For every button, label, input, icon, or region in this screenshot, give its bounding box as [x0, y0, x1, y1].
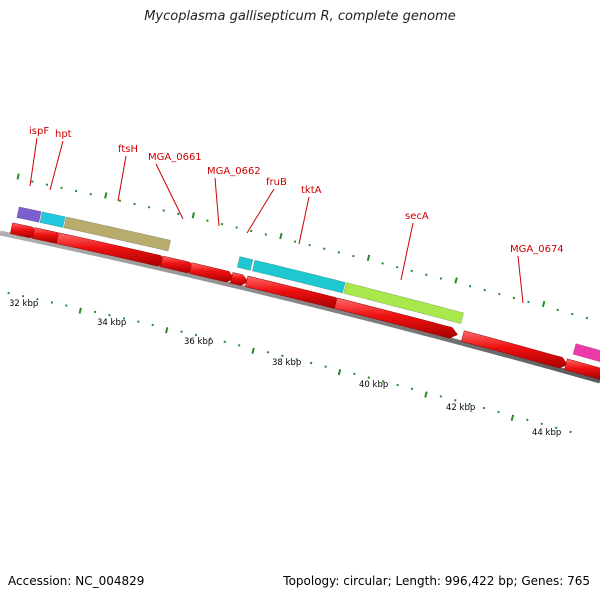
- gene-label: ispF: [29, 126, 49, 137]
- kbp-label: 34 kbp: [97, 318, 126, 328]
- scale-tick-outer: [541, 300, 546, 308]
- scale-tick-inner: [510, 414, 515, 421]
- scale-tick-inner: [337, 369, 342, 376]
- scale-tick-inner: [251, 347, 255, 354]
- genome-summary: Topology: circular; Length: 996,422 bp; …: [283, 574, 590, 588]
- accession-label: Accession: NC_004829: [8, 574, 145, 588]
- gene-feature: [16, 206, 42, 223]
- scale-tick-inner: [439, 395, 443, 398]
- gene-label: MGA_0662: [207, 166, 261, 177]
- gene-label: MGA_0661: [148, 152, 202, 163]
- scale-tick-outer: [104, 192, 108, 199]
- gene-label: tktA: [301, 185, 322, 196]
- label-leader-line: [214, 177, 220, 227]
- scale-tick-outer: [191, 212, 195, 219]
- gene-features: [10, 206, 600, 380]
- scale-tick-inner: [424, 391, 428, 398]
- scale-ticks: [7, 173, 589, 434]
- scale-tick-outer: [439, 277, 443, 280]
- label-leader-line: [517, 255, 524, 304]
- scale-tick-inner: [78, 307, 82, 314]
- scale-tick-inner: [165, 327, 169, 334]
- gene-label: secA: [405, 211, 429, 222]
- scale-labels: 32 kbp 34 kbp 36 kbp 38 kbp 40 kbp 42 kbp 44 k…: [9, 299, 561, 438]
- scale-tick-outer: [512, 296, 516, 300]
- label-leader-line: [298, 196, 310, 245]
- cds-feature: [564, 358, 600, 380]
- scale-tick-inner: [569, 430, 572, 434]
- scale-tick-inner: [526, 418, 529, 422]
- scale-tick-outer: [571, 312, 574, 316]
- genome-title: Mycoplasma gallisepticum R, complete gen…: [144, 9, 456, 24]
- scale-tick-inner: [454, 399, 457, 402]
- gene-label: ftsH: [118, 144, 138, 155]
- label-leader-line: [29, 137, 38, 187]
- scale-tick-outer: [585, 316, 589, 320]
- gene-feature: [63, 216, 171, 252]
- scale-tick-outer: [527, 300, 530, 304]
- label-leader-line: [400, 222, 414, 281]
- scale-tick-outer: [468, 285, 472, 288]
- cds-feature: [229, 272, 249, 286]
- kbp-label: 38 kbp: [272, 358, 301, 368]
- kbp-label: 44 kbp: [532, 428, 561, 438]
- kbp-label: 36 kbp: [184, 337, 213, 347]
- scale-tick-inner: [396, 383, 399, 387]
- gene-feature: [343, 282, 464, 324]
- gene-feature: [236, 256, 254, 271]
- cds-feature: [461, 330, 568, 369]
- gene-label: hpt: [55, 129, 72, 140]
- scale-tick-inner: [554, 426, 558, 430]
- scale-tick-outer: [279, 232, 283, 240]
- scale-tick-inner: [382, 380, 385, 383]
- label-leader-line: [155, 163, 184, 220]
- scale-tick-inner: [410, 387, 414, 391]
- scale-tick-outer: [425, 273, 428, 276]
- scale-tick-outer: [454, 277, 458, 284]
- scale-tick-outer: [366, 254, 371, 261]
- gene-feature: [572, 343, 600, 363]
- scale-tick-inner: [482, 406, 486, 410]
- scale-tick-outer: [498, 292, 501, 296]
- gene-label: fruB: [266, 177, 287, 188]
- scale-tick-outer: [16, 173, 20, 180]
- scale-tick-outer: [410, 269, 413, 273]
- label-leader-line: [49, 140, 64, 191]
- cds-feature: [188, 262, 235, 283]
- kbp-label: 32 kbp: [9, 299, 38, 309]
- gene-label: MGA_0674: [510, 244, 564, 255]
- gene-labels: ispF hpt ftsH MGA_0661 MGA_0662 fruB tktA secA M…: [29, 126, 564, 255]
- label-leader-line: [246, 188, 275, 234]
- label-leaders: [29, 137, 524, 304]
- scale-tick-inner: [497, 410, 500, 414]
- scale-tick-outer: [483, 288, 486, 292]
- gene-feature: [251, 259, 346, 294]
- gene-feature: [39, 211, 66, 228]
- scale-tick-inner: [468, 402, 471, 406]
- genome-backbone: [0, 230, 600, 384]
- kbp-label: 40 kbp: [359, 380, 388, 390]
- cds-feature: [334, 297, 458, 339]
- label-leader-line: [117, 155, 127, 202]
- scale-tick-inner: [540, 422, 543, 426]
- scale-tick-outer: [556, 308, 559, 312]
- kbp-label: 42 kbp: [446, 403, 475, 413]
